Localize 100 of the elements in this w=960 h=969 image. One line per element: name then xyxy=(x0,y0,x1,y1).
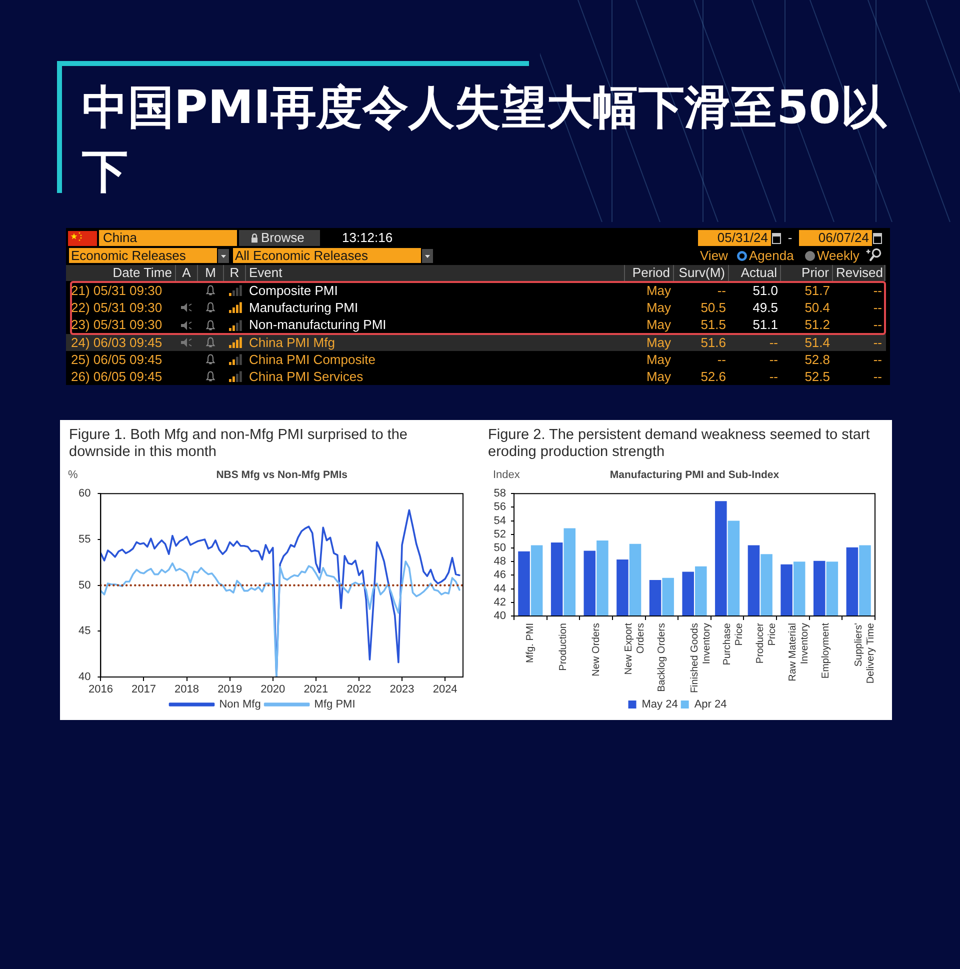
text: 50.5 xyxy=(700,300,726,316)
x-tick-label: 2017 xyxy=(132,684,156,696)
y-axis-title: Index xyxy=(493,469,520,481)
text: View xyxy=(700,248,728,263)
text: -- xyxy=(769,369,778,384)
y-tick-label: 58 xyxy=(494,488,506,500)
text: May xyxy=(646,283,671,298)
text: 51.1 xyxy=(752,317,778,332)
y-tick-label: 40 xyxy=(494,610,506,622)
text: -- xyxy=(873,352,882,367)
y-tick-label: 40 xyxy=(78,671,91,684)
y-axis-title: % xyxy=(68,469,78,481)
text: 51.6 xyxy=(700,334,726,350)
y-tick-label: 46 xyxy=(494,569,506,582)
y-tick-label: 60 xyxy=(78,488,91,500)
text: May xyxy=(646,334,671,350)
legend-label: Non Mfg xyxy=(219,698,261,711)
chart-title: Figure 2. The persistent demand weakness seemed to start eroding production strength xyxy=(488,426,870,460)
text: 51.2 xyxy=(804,317,830,332)
text: -- xyxy=(873,300,882,316)
y-tick-label: 50 xyxy=(78,579,91,592)
text: -- xyxy=(769,352,778,367)
text: Agenda xyxy=(749,248,794,263)
y-tick-label: 56 xyxy=(494,501,506,514)
category-label: R xyxy=(230,265,240,280)
legend-label: May 24 xyxy=(642,698,678,711)
y-tick-label: 48 xyxy=(494,556,506,568)
chart-subtitle: NBS Mfg vs Non-Mfg PMIs xyxy=(216,469,348,481)
text: Composite PMI xyxy=(249,283,338,298)
text: 24) 06/03 09:45 xyxy=(71,334,162,350)
text: 23) 05/31 09:30 xyxy=(71,317,162,332)
text: 13:12:16 xyxy=(342,230,393,245)
text: 21) 05/31 09:30 xyxy=(71,283,162,298)
text: -- xyxy=(769,334,778,350)
y-tick-label: 55 xyxy=(78,533,91,546)
y-tick-label: 54 xyxy=(494,514,506,527)
text: 51.5 xyxy=(700,317,726,332)
x-tick-label: 2016 xyxy=(88,684,113,696)
y-tick-label: 52 xyxy=(494,528,506,540)
text: -- xyxy=(873,334,882,350)
text: 49.5 xyxy=(752,300,778,316)
text: 51.0 xyxy=(752,283,778,298)
text: -- xyxy=(717,352,726,367)
text: 52.8 xyxy=(804,352,830,367)
text: 50.4 xyxy=(804,300,830,316)
text: May xyxy=(646,369,671,384)
category-label: M xyxy=(205,265,216,280)
text: China PMI Composite xyxy=(249,352,376,367)
x-tick-label: New Export Orders xyxy=(624,622,647,675)
chart-subtitle: Manufacturing PMI and Sub-Index xyxy=(610,469,780,481)
y-tick-label: 42 xyxy=(494,596,506,608)
text: 25) 06/05 09:45 xyxy=(71,352,162,367)
x-tick-label: 2023 xyxy=(390,684,414,696)
input-field: All Economic Releases xyxy=(233,248,421,263)
input-field: 05/31/24 xyxy=(698,230,771,246)
category-label: Actual xyxy=(740,265,777,280)
text: -- xyxy=(873,317,882,332)
button: Browse xyxy=(239,230,320,246)
text: 52.5 xyxy=(804,369,830,384)
x-tick-label: 2020 xyxy=(260,684,286,696)
text: 22) 05/31 09:30 xyxy=(71,300,162,316)
text: China PMI Services xyxy=(249,369,364,384)
text: 中国PMI再度令人失望大幅下滑至50以下 xyxy=(82,80,887,198)
text: May xyxy=(646,300,671,316)
text: Non-manufacturing PMI xyxy=(249,317,386,332)
text: May xyxy=(646,317,671,332)
chart-title: Figure 1. Both Mfg and non-Mfg PMI surprised to the downside in this month xyxy=(69,426,408,460)
input-field: China xyxy=(99,230,237,246)
category-label: Event xyxy=(249,265,282,280)
x-tick-label: New Orders xyxy=(590,623,602,676)
text: 52.6 xyxy=(700,369,726,384)
x-tick-label: Production xyxy=(558,623,569,671)
category-label: Surv(M) xyxy=(678,265,725,280)
category-label: Prior xyxy=(802,265,829,280)
x-tick-label: 2021 xyxy=(304,684,328,696)
text: Manufacturing PMI xyxy=(249,300,358,316)
x-tick-label: Mfg. PMI xyxy=(525,623,536,664)
x-tick-label: 2018 xyxy=(174,684,200,696)
text: 51.7 xyxy=(804,283,830,298)
category-label: Revised xyxy=(836,265,883,280)
x-tick-label: Employment xyxy=(820,622,832,679)
x-tick-label: Backlog Orders xyxy=(656,623,668,692)
category-label: Date Time xyxy=(112,265,172,280)
input-field: Economic Releases xyxy=(69,248,217,263)
legend-label: Mfg PMI xyxy=(314,698,356,711)
x-tick-label: Producer Price xyxy=(754,622,778,664)
x-tick-label: 2024 xyxy=(432,684,458,696)
category-label: Period xyxy=(632,265,670,280)
input-field: 06/07/24 xyxy=(799,230,872,246)
x-tick-label: 2022 xyxy=(346,684,372,696)
text: -- xyxy=(873,283,882,298)
text: -- xyxy=(717,283,726,298)
y-tick-label: 50 xyxy=(494,542,506,554)
text: 26) 06/05 09:45 xyxy=(71,369,162,384)
text: Weekly xyxy=(817,248,860,263)
text: 51.4 xyxy=(804,334,830,350)
category-label: A xyxy=(182,265,191,280)
x-tick-label: Purchase Price xyxy=(722,622,746,666)
y-tick-label: 44 xyxy=(494,582,506,595)
text: China PMI Mfg xyxy=(249,334,335,350)
